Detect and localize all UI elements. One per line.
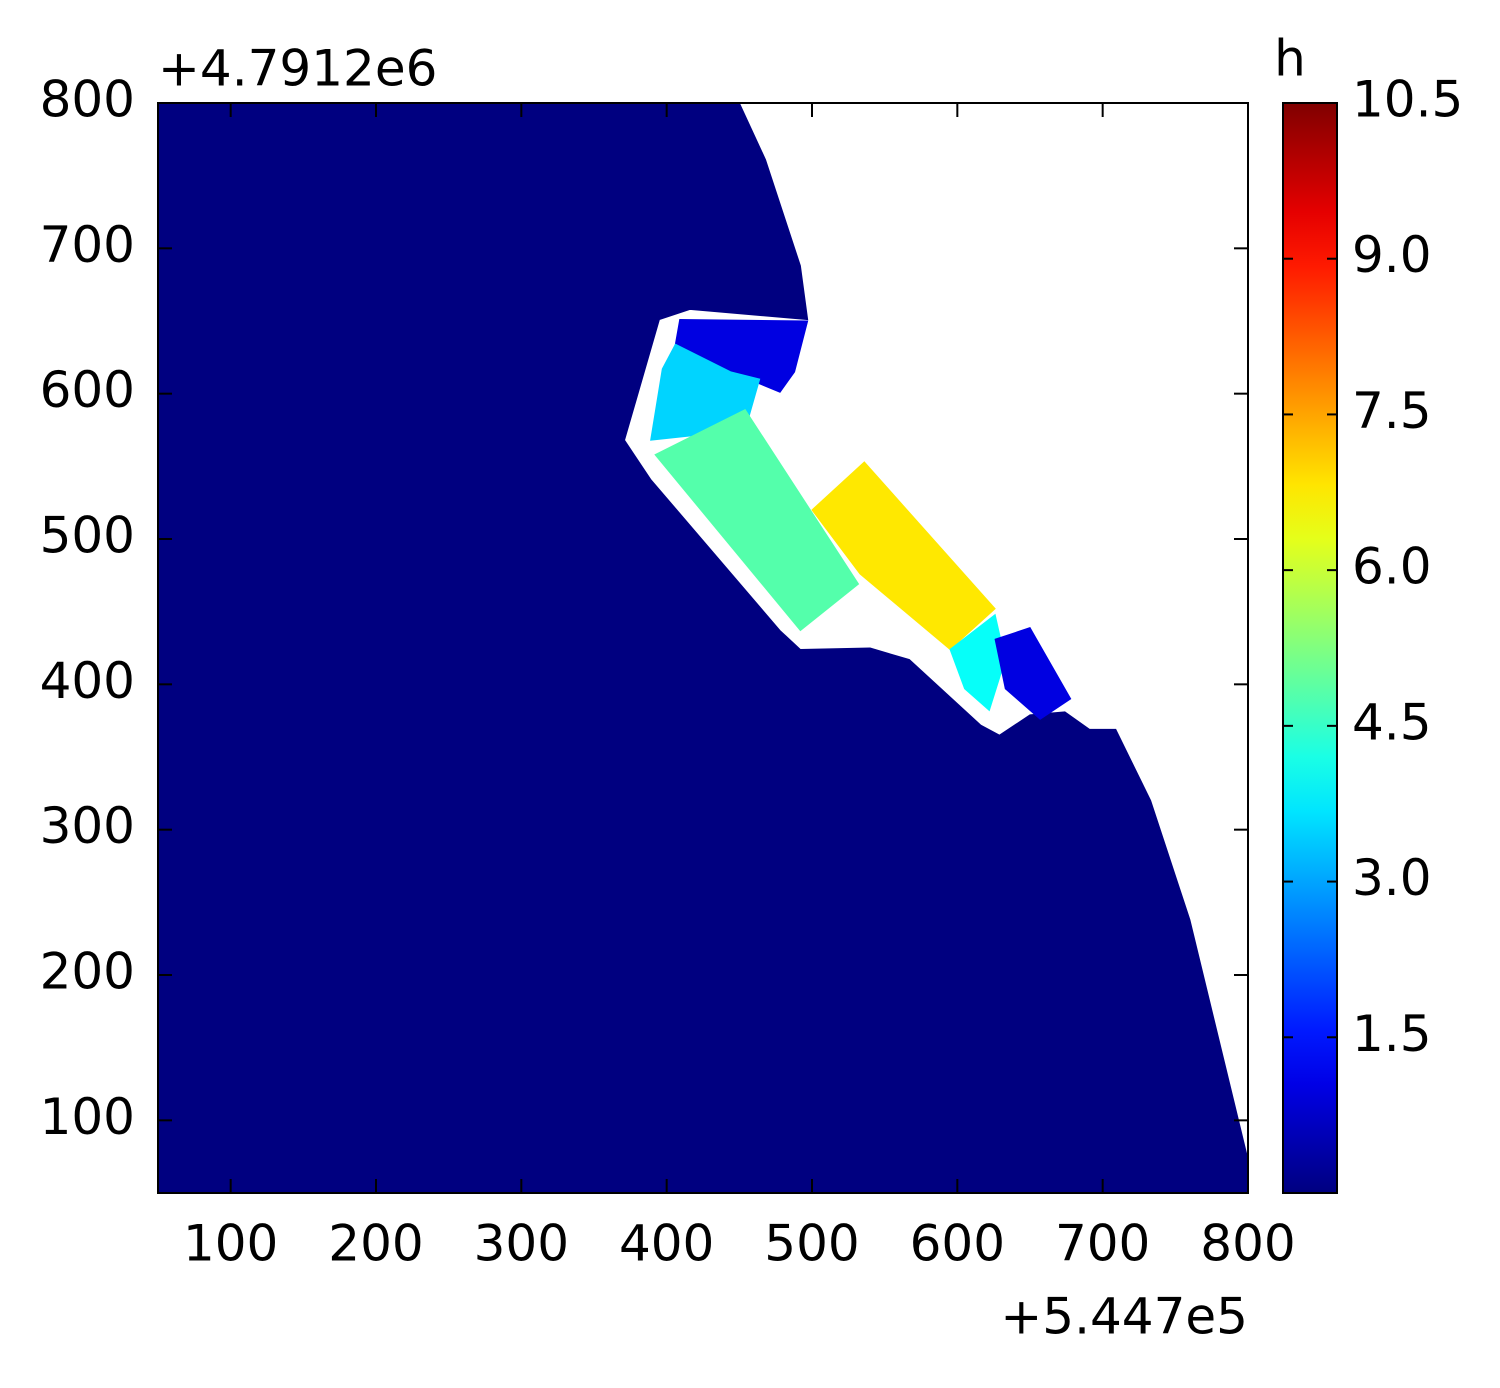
y-tick-label: 500 <box>40 507 135 565</box>
x-offset-label: +5.447e5 <box>1000 1288 1248 1346</box>
region <box>157 102 1249 1194</box>
x-tick-label: 500 <box>764 1215 859 1273</box>
colorbar-tick-label: 6.0 <box>1352 538 1432 596</box>
colorbar-tick-label: 7.5 <box>1352 382 1432 440</box>
region <box>811 461 996 651</box>
y-tick-label: 600 <box>40 361 135 419</box>
y-tick-label: 300 <box>40 797 135 855</box>
colorbar-tick-label: 4.5 <box>1352 693 1432 751</box>
y-tick-label: 400 <box>40 652 135 710</box>
axes-frame <box>157 102 1249 1194</box>
colorbar-tick-label: 3.0 <box>1352 849 1432 907</box>
x-tick-label: 700 <box>1055 1215 1150 1273</box>
region <box>994 627 1072 720</box>
y-offset-label: +4.7912e6 <box>158 40 437 98</box>
x-tick-label: 800 <box>1200 1215 1295 1273</box>
y-tick-label: 800 <box>40 71 135 129</box>
x-tick-label: 600 <box>910 1215 1005 1273</box>
colorbar-tick-label: 10.5 <box>1352 71 1463 129</box>
region <box>654 409 860 632</box>
x-tick-label: 100 <box>183 1215 278 1273</box>
colorbar-tick-label: 9.0 <box>1352 226 1432 284</box>
region <box>949 613 1006 712</box>
y-tick-label: 100 <box>40 1088 135 1146</box>
y-tick-label: 200 <box>40 943 135 1001</box>
colorbar-label: h <box>1274 30 1306 88</box>
colorbar <box>1282 102 1338 1194</box>
y-tick-label: 700 <box>40 216 135 274</box>
x-tick-label: 300 <box>474 1215 569 1273</box>
x-tick-label: 200 <box>328 1215 423 1273</box>
x-tick-label: 400 <box>619 1215 714 1273</box>
colorbar-tick-label: 1.5 <box>1352 1005 1432 1063</box>
